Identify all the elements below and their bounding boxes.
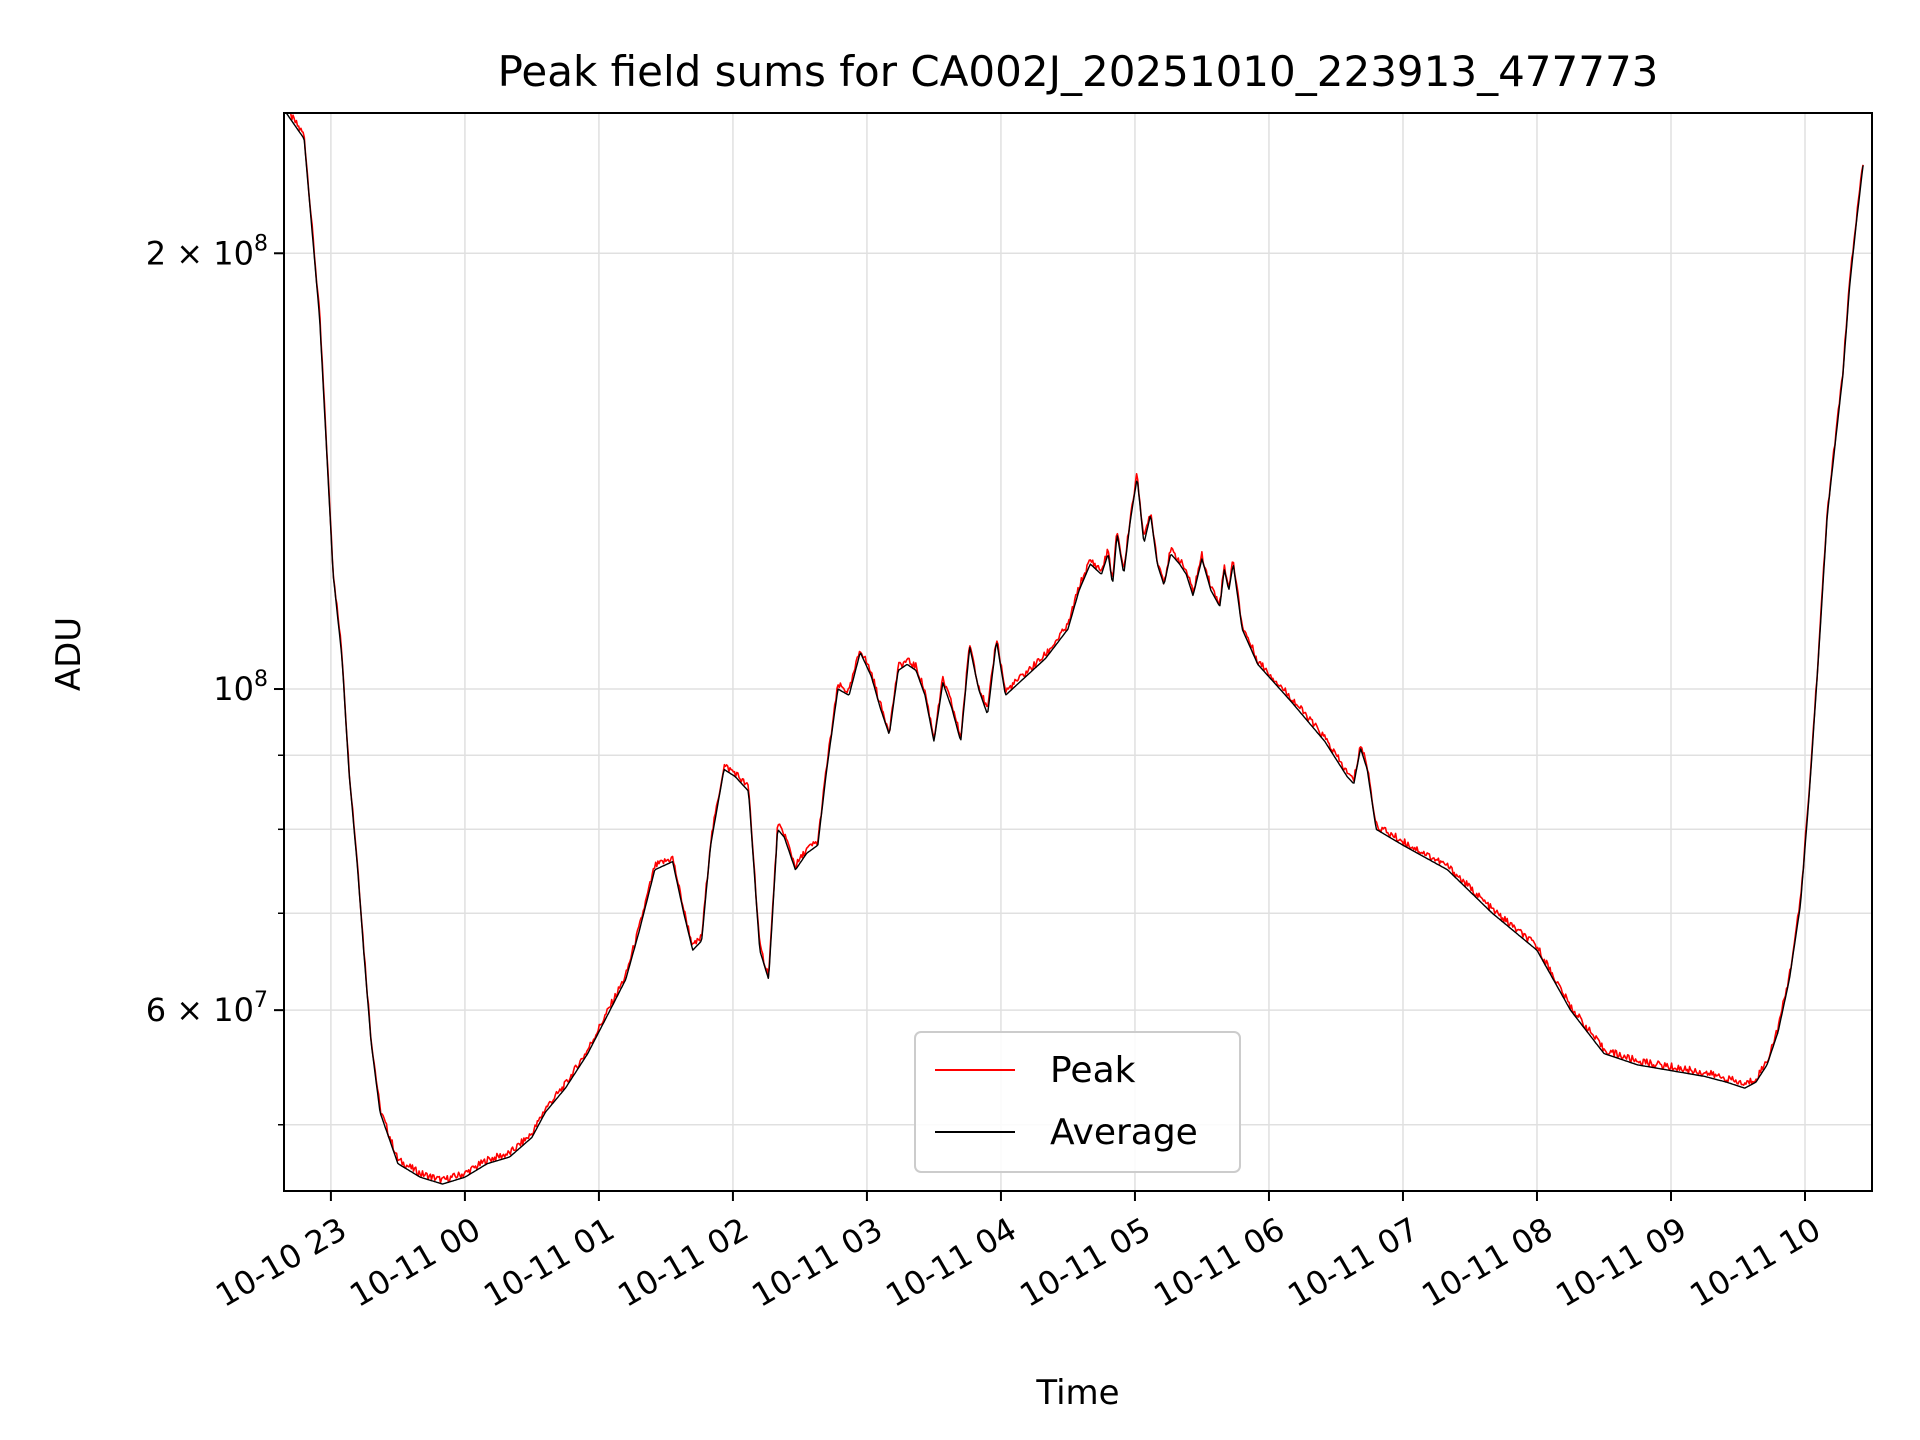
grid <box>284 113 1872 1191</box>
chart-title: Peak field sums for CA002J_20251010_2239… <box>498 47 1659 96</box>
series-line-average <box>285 112 1864 1185</box>
y-tick-label: 108 <box>213 667 268 708</box>
x-axis-title: Time <box>1035 1373 1119 1413</box>
legend-label-average: Average <box>1050 1112 1198 1153</box>
y-tick-label: 2 × 108 <box>146 231 268 272</box>
series-group <box>285 112 1864 1185</box>
legend-box <box>914 1031 1241 1173</box>
y-tick-label: 6 × 107 <box>146 988 268 1029</box>
plot-frame <box>283 112 1873 1192</box>
legend-label-peak: Peak <box>1050 1050 1136 1091</box>
y-axis-title: ADU <box>49 617 89 691</box>
series-line-peak <box>286 112 1864 1184</box>
y-axis-ticks: 2 × 108 108 6 × 107 <box>146 231 284 1126</box>
legend: Peak Average <box>914 1031 1241 1173</box>
